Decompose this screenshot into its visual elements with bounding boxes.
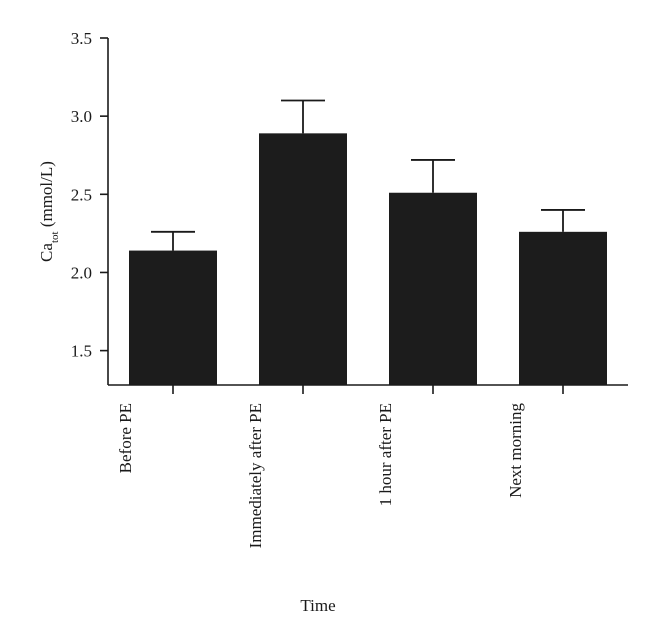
error-bars-group [151, 99, 585, 251]
bars-group [129, 133, 607, 385]
x-tick-label: Immediately after PE [246, 403, 265, 548]
y-tick-label: 2.5 [71, 185, 92, 204]
y-tick-label: 3.0 [71, 107, 92, 126]
y-tick-label: 1.5 [71, 342, 92, 361]
bar [129, 250, 217, 385]
y-tick-label: 2.0 [71, 263, 92, 282]
y-axis-title-subscript: tot [49, 231, 61, 243]
bar [389, 192, 477, 385]
bar [259, 133, 347, 385]
x-tick-label: 1 hour after PE [376, 403, 395, 506]
x-ticks-group: Before PE Immediately after PE 1 hour afte… [116, 385, 564, 548]
plot-area [129, 99, 607, 385]
x-tick-label: Next morning [506, 403, 525, 498]
y-ticks-group: 1.5 2.0 2.5 3.0 3.5 [71, 29, 108, 361]
y-axis-title: Catot (mmol/L) [37, 161, 61, 262]
y-axis-title-main: Ca [37, 243, 56, 262]
y-tick-label: 3.5 [71, 29, 92, 48]
bar [519, 231, 607, 385]
x-tick-label: Before PE [116, 403, 135, 473]
y-axis-title-suffix: (mmol/L) [37, 161, 56, 231]
x-axis-title: Time [300, 596, 335, 615]
